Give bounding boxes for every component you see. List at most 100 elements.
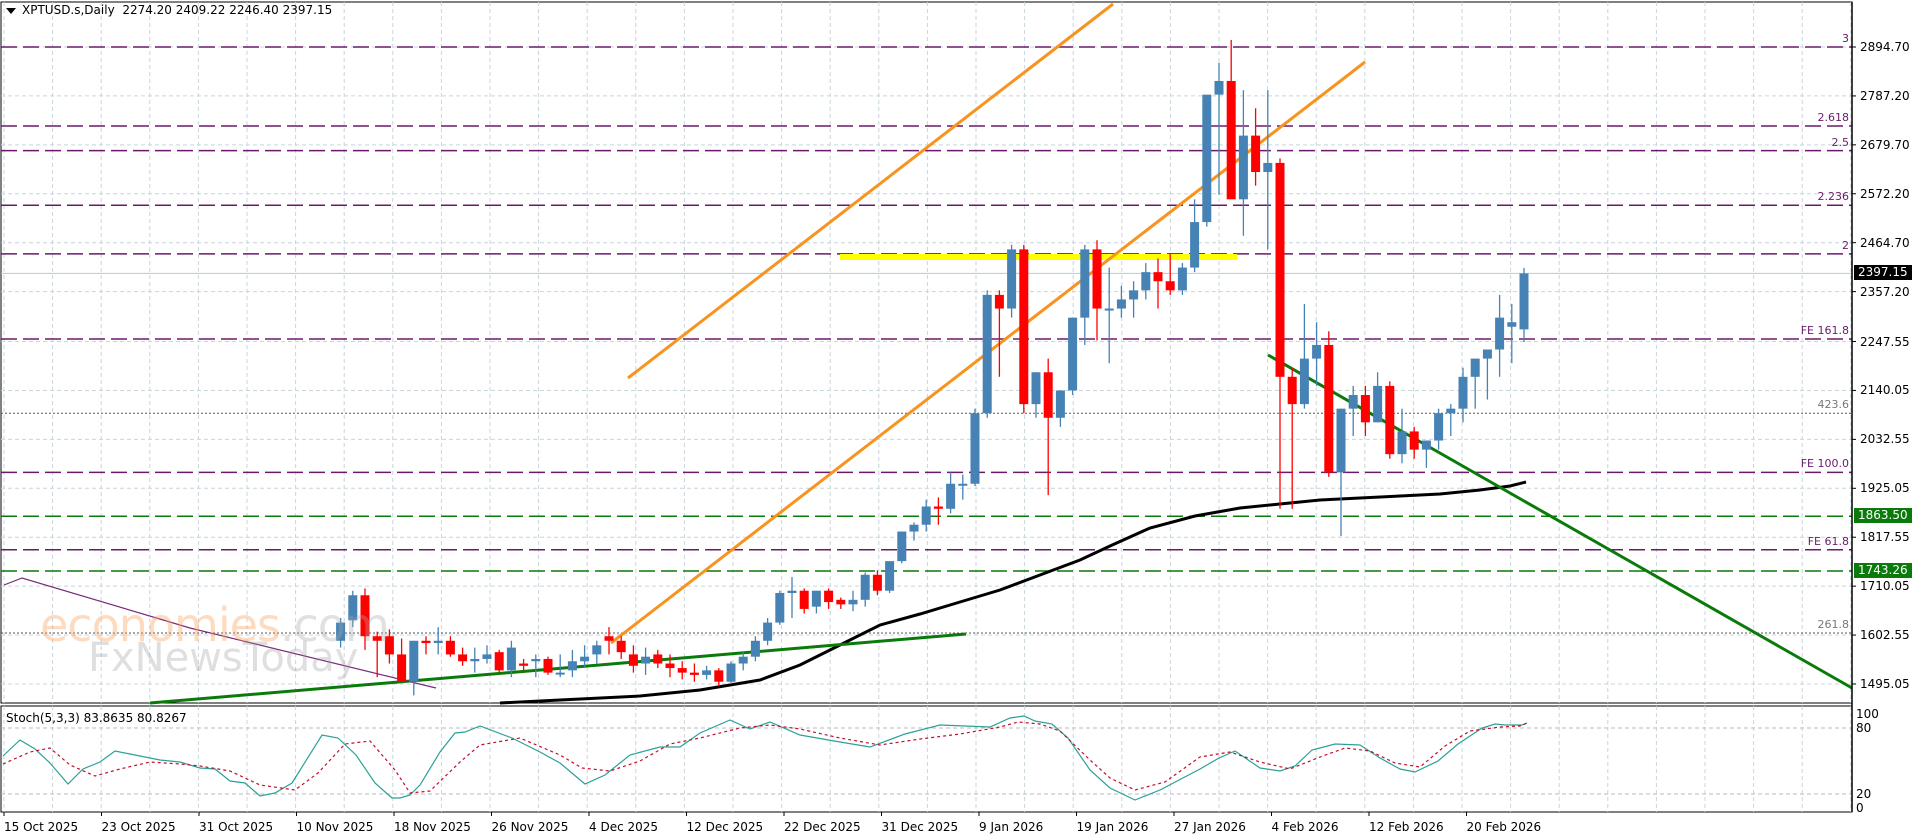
candle[interactable] bbox=[738, 652, 748, 671]
candle[interactable] bbox=[384, 629, 394, 664]
candle[interactable] bbox=[1373, 372, 1383, 423]
moving-average-line[interactable] bbox=[499, 480, 1527, 705]
candle[interactable] bbox=[1519, 267, 1529, 343]
candle[interactable] bbox=[775, 590, 785, 625]
candle[interactable] bbox=[921, 499, 931, 532]
candle[interactable] bbox=[836, 597, 846, 609]
candle[interactable] bbox=[1165, 253, 1175, 295]
candle[interactable] bbox=[519, 658, 529, 673]
candle[interactable] bbox=[1031, 372, 1041, 418]
channel-upper-line[interactable] bbox=[627, 2, 1114, 380]
candle[interactable] bbox=[1092, 240, 1102, 341]
candle[interactable] bbox=[336, 618, 346, 648]
candle[interactable] bbox=[750, 636, 760, 662]
candle[interactable] bbox=[689, 663, 699, 682]
candle[interactable] bbox=[677, 661, 687, 680]
candle[interactable] bbox=[555, 654, 565, 678]
candle[interactable] bbox=[1324, 331, 1334, 477]
candle[interactable] bbox=[1177, 263, 1187, 295]
candle[interactable] bbox=[958, 474, 968, 500]
candle[interactable] bbox=[580, 645, 590, 669]
candle[interactable] bbox=[824, 588, 834, 609]
candle[interactable] bbox=[1507, 303, 1517, 364]
candle[interactable] bbox=[1458, 367, 1468, 423]
candle[interactable] bbox=[860, 572, 870, 607]
candle[interactable] bbox=[1226, 40, 1236, 200]
candle[interactable] bbox=[799, 588, 809, 614]
candle[interactable] bbox=[372, 631, 382, 678]
candle[interactable] bbox=[702, 665, 712, 680]
candle[interactable] bbox=[1275, 158, 1285, 509]
candle[interactable] bbox=[1312, 322, 1322, 386]
candle[interactable] bbox=[604, 627, 614, 655]
candle[interactable] bbox=[909, 522, 919, 541]
candle[interactable] bbox=[482, 645, 492, 664]
candle[interactable] bbox=[543, 656, 553, 675]
candle[interactable] bbox=[970, 408, 980, 487]
candle[interactable] bbox=[1019, 244, 1029, 414]
candle[interactable] bbox=[1360, 385, 1370, 436]
candle[interactable] bbox=[982, 290, 992, 418]
candle[interactable] bbox=[1409, 426, 1419, 459]
candle[interactable] bbox=[1153, 258, 1163, 309]
candle[interactable] bbox=[470, 647, 480, 673]
candle[interactable] bbox=[360, 588, 370, 650]
candle[interactable] bbox=[1299, 303, 1309, 409]
candle[interactable] bbox=[763, 618, 773, 646]
candle[interactable] bbox=[1141, 263, 1151, 300]
candle[interactable] bbox=[1116, 285, 1126, 318]
candle[interactable] bbox=[567, 649, 577, 678]
candle[interactable] bbox=[1482, 349, 1492, 400]
collapse-triangle-icon[interactable] bbox=[6, 7, 16, 14]
candle[interactable] bbox=[653, 649, 663, 669]
candle[interactable] bbox=[1434, 408, 1444, 450]
candle[interactable] bbox=[592, 640, 602, 664]
candle[interactable] bbox=[1129, 281, 1139, 318]
candle[interactable] bbox=[409, 640, 419, 696]
candle[interactable] bbox=[1495, 294, 1505, 377]
candle[interactable] bbox=[397, 638, 407, 682]
candle[interactable] bbox=[494, 649, 504, 673]
candle[interactable] bbox=[616, 636, 626, 659]
candle[interactable] bbox=[872, 570, 882, 596]
candle[interactable] bbox=[433, 627, 443, 655]
candle[interactable] bbox=[897, 531, 907, 564]
candle[interactable] bbox=[848, 590, 858, 612]
candle[interactable] bbox=[811, 590, 821, 614]
candle[interactable] bbox=[1421, 440, 1431, 468]
candle[interactable] bbox=[445, 636, 455, 657]
candle[interactable] bbox=[714, 668, 724, 687]
candle[interactable] bbox=[1068, 317, 1078, 396]
candle[interactable] bbox=[531, 654, 541, 678]
candle[interactable] bbox=[1007, 244, 1017, 318]
candle[interactable] bbox=[628, 645, 638, 673]
candle[interactable] bbox=[506, 640, 516, 678]
candle[interactable] bbox=[885, 561, 895, 593]
candle[interactable] bbox=[1251, 108, 1261, 186]
candle[interactable] bbox=[641, 647, 651, 675]
candle[interactable] bbox=[1202, 94, 1212, 227]
candle[interactable] bbox=[1263, 90, 1273, 250]
candle[interactable] bbox=[1336, 408, 1346, 537]
candle[interactable] bbox=[933, 497, 943, 525]
candle[interactable] bbox=[1446, 404, 1456, 436]
purple-trendline[interactable] bbox=[3, 577, 437, 689]
candle[interactable] bbox=[1348, 385, 1358, 436]
candle[interactable] bbox=[1043, 358, 1053, 496]
candle[interactable] bbox=[1397, 408, 1407, 464]
candle[interactable] bbox=[946, 472, 956, 514]
candle[interactable] bbox=[665, 654, 675, 678]
candle[interactable] bbox=[1238, 90, 1248, 236]
candle[interactable] bbox=[1055, 390, 1065, 427]
candle[interactable] bbox=[1287, 367, 1297, 509]
candle[interactable] bbox=[1104, 267, 1114, 364]
candle[interactable] bbox=[1470, 358, 1480, 409]
candle[interactable] bbox=[787, 577, 797, 619]
candle[interactable] bbox=[1080, 244, 1090, 345]
candle[interactable] bbox=[1190, 199, 1200, 273]
candle[interactable] bbox=[458, 647, 468, 666]
support-trendline[interactable] bbox=[149, 632, 967, 705]
candle[interactable] bbox=[421, 636, 431, 655]
